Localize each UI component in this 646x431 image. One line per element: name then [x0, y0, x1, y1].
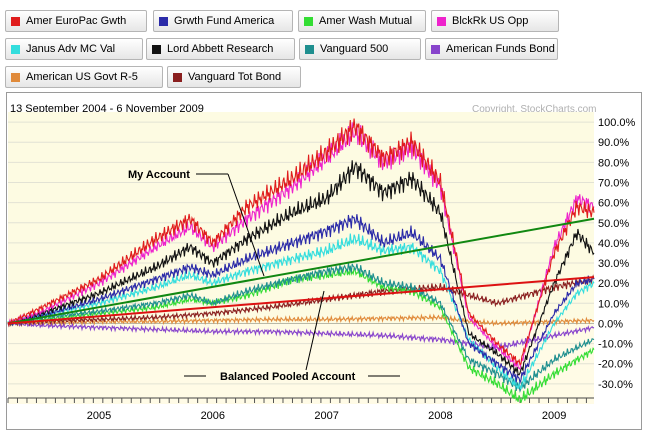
x-tick-label: 2008 [428, 410, 452, 422]
x-tick-label: 2007 [314, 410, 338, 422]
y-tick-label: 50.0% [598, 218, 629, 230]
legend-item[interactable]: Janus Adv MC Val [5, 38, 143, 60]
legend-swatch [304, 16, 313, 26]
y-tick-label: 70.0% [598, 177, 629, 189]
y-tick-label: 0.0% [598, 318, 623, 330]
legend-label: Janus Adv MC Val [26, 43, 116, 55]
series-line [7, 160, 595, 376]
legend-label: Lord Abbett Research [167, 43, 274, 55]
y-tick-label: 100.0% [598, 117, 636, 129]
legend-item[interactable]: Grwth Fund America [153, 10, 293, 32]
annotation-my-account: My Account [128, 169, 190, 181]
y-tick-label: 20.0% [598, 278, 629, 290]
legend-swatch [152, 44, 161, 54]
y-tick-label: -30.0% [598, 379, 633, 391]
plot-area: 100.0% 90.0% 80.0% 70.0% 60.0% 50.0% 40.0% 30.0… [7, 112, 636, 422]
legend-swatch [11, 72, 20, 82]
series-line [7, 274, 595, 328]
annotation-balanced-pooled: Balanced Pooled Account [220, 371, 356, 383]
legend-label: BlckRk US Opp [452, 15, 529, 27]
legend-item[interactable]: American US Govt R-5 [5, 66, 163, 88]
y-tick-label: 80.0% [598, 157, 629, 169]
copyright: Copyright, StockCharts.com [472, 104, 597, 115]
legend-swatch [159, 16, 168, 26]
plot-background-upper [8, 112, 594, 324]
legend-label: Grwth Fund America [174, 15, 275, 27]
legend-swatch [431, 44, 440, 54]
legend-swatch [11, 44, 20, 54]
series-line [7, 118, 595, 366]
trendline [7, 276, 595, 325]
legend-swatch [305, 44, 314, 54]
chart: 13 September 2004 - 6 November 2009 Copy… [7, 103, 636, 422]
y-tick-label: 30.0% [598, 258, 629, 270]
trendline [7, 217, 595, 325]
legend-item[interactable]: BlckRk US Opp [431, 10, 559, 32]
legend-label: Vanguard Tot Bond [188, 71, 282, 83]
legend-item[interactable]: Vanguard Tot Bond [167, 66, 301, 88]
y-tick-label: 40.0% [598, 238, 629, 250]
legend: Amer EuroPac Gwth Grwth Fund America Amer … [5, 10, 645, 88]
y-tick-label: 60.0% [598, 198, 629, 210]
series-line [7, 214, 595, 385]
annotation-arrow [227, 173, 265, 277]
x-tick-label: 2006 [201, 410, 225, 422]
y-tick-label: 90.0% [598, 137, 629, 149]
series-line [7, 313, 595, 328]
legend-item[interactable]: Lord Abbett Research [146, 38, 295, 60]
legend-label: Amer Wash Mutual [319, 15, 413, 27]
legend-swatch [437, 16, 446, 26]
annotation-arrow [305, 290, 325, 371]
legend-label: American US Govt R-5 [26, 71, 138, 83]
legend-swatch [11, 16, 20, 26]
legend-item[interactable]: American Funds Bond [425, 38, 558, 60]
series-line [7, 233, 595, 390]
x-tick-label: 2005 [87, 410, 111, 422]
series-line [7, 263, 595, 393]
y-tick-label: -20.0% [598, 359, 633, 371]
y-tick-label: -10.0% [598, 339, 633, 351]
y-tick-label: 10.0% [598, 298, 629, 310]
legend-label: Amer EuroPac Gwth [26, 15, 127, 27]
legend-item[interactable]: Amer EuroPac Gwth [5, 10, 147, 32]
legend-label: Vanguard 500 [320, 43, 389, 55]
legend-item[interactable]: Vanguard 500 [299, 38, 421, 60]
legend-item[interactable]: Amer Wash Mutual [298, 10, 426, 32]
legend-swatch [173, 72, 182, 82]
annotations: My Account Balanced Pooled Account [7, 169, 595, 383]
legend-label: American Funds Bond [446, 43, 555, 55]
x-tick-label: 2009 [542, 410, 566, 422]
